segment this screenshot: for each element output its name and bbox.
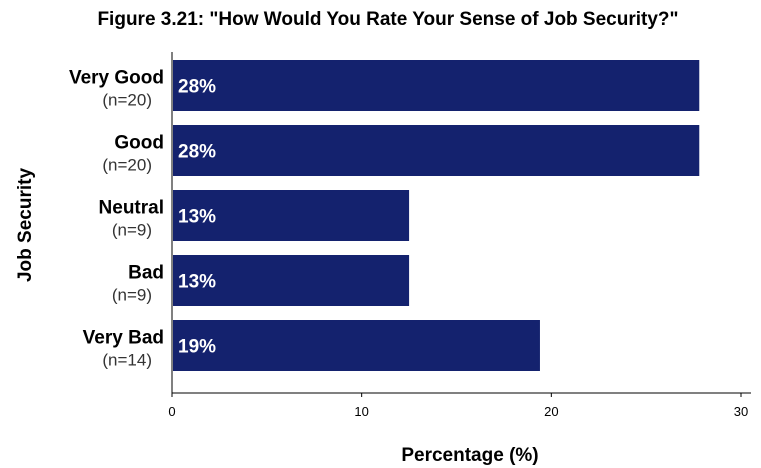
category-count-label: (n=14): [102, 351, 152, 370]
plot-area: 0 10 20 30 28% Very Good (n=20) 28% Good (n=20) 13…: [69, 52, 751, 419]
category-label: Bad: [128, 263, 164, 284]
category-count-label: (n=9): [112, 221, 152, 240]
x-tick-label: 30: [734, 404, 748, 419]
category-label: Very Good: [69, 68, 164, 89]
category-count-label: (n=20): [102, 91, 152, 110]
bar-value-label: 13%: [178, 272, 216, 293]
x-axis-title: Percentage (%): [401, 445, 538, 466]
bar: [173, 125, 700, 176]
bar-value-label: 19%: [178, 337, 216, 358]
chart-title: Figure 3.21: "How Would You Rate Your Se…: [97, 9, 678, 30]
category-count-label: (n=20): [102, 156, 152, 175]
y-axis-title: Job Security: [15, 168, 36, 282]
bar-value-label: 28%: [178, 77, 216, 98]
category-label: Very Bad: [83, 328, 164, 349]
bar: [173, 190, 410, 241]
bar: [173, 255, 410, 306]
category-label: Neutral: [99, 198, 164, 219]
category-count-label: (n=9): [112, 286, 152, 305]
x-tick-label: 10: [354, 404, 368, 419]
bar-value-label: 13%: [178, 207, 216, 228]
bar: [173, 60, 700, 111]
category-label: Good: [114, 133, 164, 154]
bar-value-label: 28%: [178, 142, 216, 163]
bar: [173, 320, 540, 371]
x-tick-label: 20: [544, 404, 558, 419]
x-tick-label: 0: [168, 404, 175, 419]
